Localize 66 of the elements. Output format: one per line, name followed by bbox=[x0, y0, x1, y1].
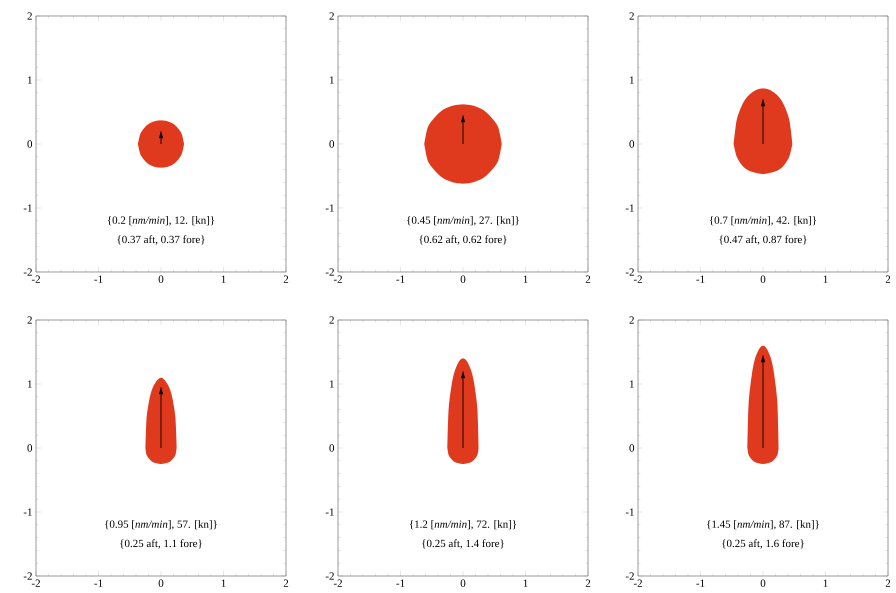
y-tick-label: 0 bbox=[329, 444, 334, 452]
y-tick-label: 1 bbox=[630, 380, 634, 388]
y-tick-label: 0 bbox=[329, 140, 334, 148]
x-tick-label: 0 bbox=[158, 276, 164, 283]
y-tick-label: -2 bbox=[24, 572, 32, 580]
x-tick-label: 1 bbox=[524, 580, 528, 587]
x-tick-label: -1 bbox=[396, 580, 404, 587]
y-tick-label: 2 bbox=[27, 12, 32, 20]
y-tick-label: -2 bbox=[626, 572, 634, 580]
y-tick-label: 0 bbox=[629, 140, 634, 148]
annotation: {0.95 [nm/min], 57. [kn]} bbox=[105, 520, 217, 530]
y-tick-label: -2 bbox=[326, 268, 334, 276]
x-tick-label: 0 bbox=[760, 276, 766, 283]
y-tick-label: 2 bbox=[629, 316, 634, 324]
y-tick-label: -1 bbox=[626, 508, 634, 516]
annotation: {1.2 [nm/min], 72. [kn]} bbox=[410, 520, 516, 530]
y-tick-label: 0 bbox=[629, 444, 634, 452]
x-tick-label: -1 bbox=[696, 276, 704, 283]
x-tick-label: 0 bbox=[760, 580, 766, 587]
y-tick-label: 1 bbox=[28, 76, 32, 84]
y-tick-label: 1 bbox=[330, 380, 334, 388]
annotation: {0.62 aft, 0.62 fore} bbox=[419, 235, 507, 245]
annotation: {0.7 [nm/min], 42. [kn]} bbox=[710, 216, 816, 226]
y-tick-label: 1 bbox=[28, 380, 32, 388]
annotation: {0.25 aft, 1.6 fore} bbox=[722, 539, 804, 549]
x-tick-label: 2 bbox=[886, 276, 890, 283]
x-tick-label: -1 bbox=[94, 276, 102, 283]
x-tick-label: 0 bbox=[158, 580, 164, 587]
x-tick-label: 2 bbox=[586, 580, 590, 587]
annotation: {0.25 aft, 1.1 fore} bbox=[120, 539, 202, 549]
x-tick-label: 2 bbox=[284, 580, 288, 587]
y-tick-label: -2 bbox=[24, 268, 32, 276]
x-tick-label: 1 bbox=[222, 580, 226, 587]
x-tick-label: 2 bbox=[586, 276, 590, 283]
annotation: {0.25 aft, 1.4 fore} bbox=[422, 539, 504, 549]
x-tick-label: 0 bbox=[460, 580, 466, 587]
x-tick-label: -1 bbox=[396, 276, 404, 283]
annotation: {0.37 aft, 0.37 fore} bbox=[117, 235, 205, 245]
x-tick-label: 1 bbox=[824, 580, 828, 587]
y-tick-label: -1 bbox=[326, 508, 334, 516]
x-tick-label: -1 bbox=[696, 580, 704, 587]
y-tick-label: 2 bbox=[329, 12, 334, 20]
annotation: {0.47 aft, 0.87 fore} bbox=[719, 235, 807, 245]
x-tick-label: 1 bbox=[824, 276, 828, 283]
annotation: {0.2 [nm/min], 12. [kn]} bbox=[108, 216, 214, 226]
y-tick-label: -1 bbox=[626, 204, 634, 212]
y-tick-label: -2 bbox=[626, 268, 634, 276]
y-tick-label: 0 bbox=[27, 140, 32, 148]
y-tick-label: -1 bbox=[24, 508, 32, 516]
y-tick-label: -1 bbox=[326, 204, 334, 212]
y-tick-label: -1 bbox=[24, 204, 32, 212]
x-tick-label: 2 bbox=[886, 580, 890, 587]
annotation: {0.45 [nm/min], 27. [kn]} bbox=[407, 216, 519, 226]
y-tick-label: 1 bbox=[630, 76, 634, 84]
y-tick-label: 1 bbox=[330, 76, 334, 84]
x-tick-label: 1 bbox=[222, 276, 226, 283]
x-tick-label: 1 bbox=[524, 276, 528, 283]
x-tick-label: -1 bbox=[94, 580, 102, 587]
annotation: {1.45 [nm/min], 87. [kn]} bbox=[707, 520, 819, 530]
y-tick-label: -2 bbox=[326, 572, 334, 580]
x-tick-label: 2 bbox=[284, 276, 288, 283]
y-tick-label: 2 bbox=[629, 12, 634, 20]
y-tick-label: 2 bbox=[27, 316, 32, 324]
y-tick-label: 2 bbox=[329, 316, 334, 324]
x-tick-label: 0 bbox=[460, 276, 466, 283]
y-tick-label: 0 bbox=[27, 444, 32, 452]
